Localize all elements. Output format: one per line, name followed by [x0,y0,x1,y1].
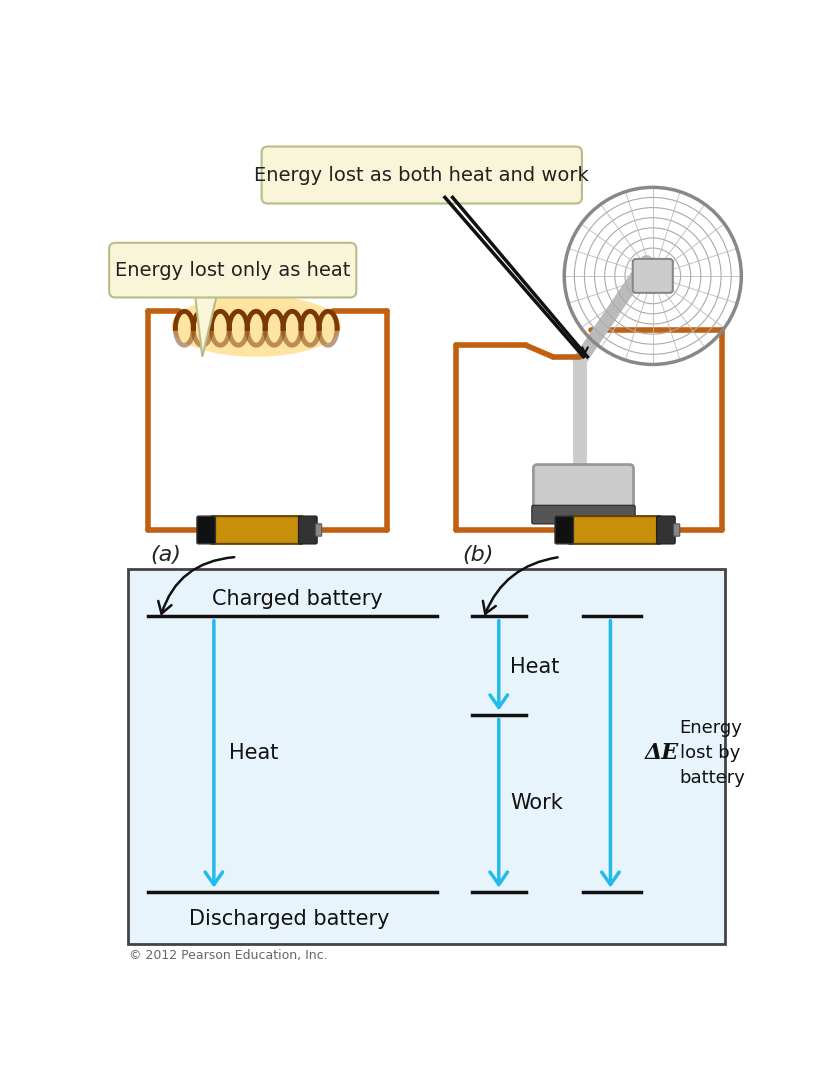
Text: © 2012 Pearson Education, Inc.: © 2012 Pearson Education, Inc. [129,948,328,961]
FancyBboxPatch shape [197,516,215,544]
FancyBboxPatch shape [633,259,673,293]
Text: Discharged battery: Discharged battery [189,909,389,929]
Text: Energy
lost by
battery: Energy lost by battery [680,719,745,787]
Polygon shape [195,292,218,356]
Text: (a): (a) [151,544,181,565]
Text: Heat: Heat [230,743,279,764]
FancyBboxPatch shape [674,524,680,536]
FancyBboxPatch shape [210,516,303,544]
Text: ΔE: ΔE [645,742,680,765]
FancyBboxPatch shape [315,524,322,536]
Text: Heat: Heat [510,657,560,677]
Text: Energy lost as both heat and work: Energy lost as both heat and work [255,165,589,185]
FancyBboxPatch shape [656,516,675,544]
Text: Work: Work [510,794,563,813]
FancyArrowPatch shape [483,557,557,613]
Text: Energy lost only as heat: Energy lost only as heat [115,260,350,280]
FancyBboxPatch shape [109,243,356,297]
FancyBboxPatch shape [261,147,582,203]
FancyBboxPatch shape [299,516,317,544]
Ellipse shape [171,295,341,356]
FancyArrowPatch shape [158,557,235,613]
FancyBboxPatch shape [533,464,633,511]
FancyBboxPatch shape [568,516,661,544]
Bar [127,568,726,944]
FancyBboxPatch shape [555,516,573,544]
FancyBboxPatch shape [532,505,635,524]
Text: Charged battery: Charged battery [211,590,383,609]
Text: (b): (b) [462,544,493,565]
